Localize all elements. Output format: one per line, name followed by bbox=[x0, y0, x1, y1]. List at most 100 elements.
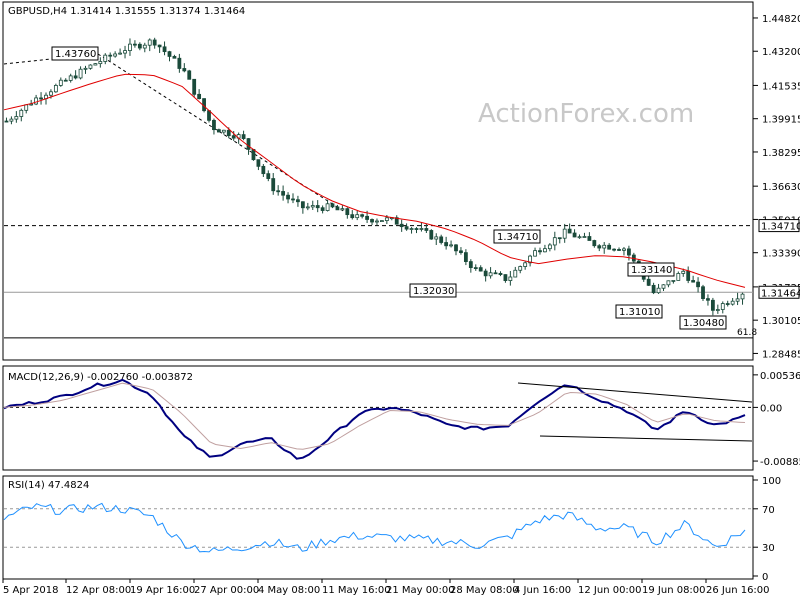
candle-body bbox=[488, 272, 493, 277]
candle-body bbox=[656, 287, 661, 294]
price-tick-label: 1.41535 bbox=[762, 81, 800, 92]
current-price-tag-box bbox=[758, 285, 800, 299]
candle-body bbox=[53, 85, 58, 93]
price-tick-label: 1.39915 bbox=[762, 115, 800, 126]
candle-body bbox=[414, 228, 419, 230]
candle-body bbox=[335, 206, 340, 211]
level-label-text: 1.33140 bbox=[631, 265, 672, 276]
candle-body bbox=[602, 244, 607, 249]
price-tick-label: 1.33390 bbox=[762, 249, 800, 260]
candle-body bbox=[518, 266, 523, 271]
candle-body bbox=[320, 207, 325, 211]
candle-body bbox=[513, 269, 518, 278]
candle-body bbox=[216, 129, 221, 133]
candle-body bbox=[182, 68, 187, 72]
x-tick-label: 11 May 16:00 bbox=[322, 585, 391, 596]
candle-body bbox=[557, 237, 562, 240]
candle-body bbox=[256, 159, 261, 167]
x-tick-label: 12 Apr 08:00 bbox=[66, 585, 131, 596]
level-label-text: 1.31010 bbox=[619, 307, 660, 318]
candle-body bbox=[715, 309, 720, 311]
candle-body bbox=[133, 43, 137, 46]
candle-body bbox=[103, 54, 108, 62]
candle-body bbox=[419, 228, 424, 230]
x-tick-label: 19 Apr 16:00 bbox=[130, 585, 195, 596]
candle-body bbox=[226, 129, 231, 137]
candle-body bbox=[315, 205, 320, 209]
candle-body bbox=[587, 236, 592, 241]
candle-body bbox=[582, 236, 587, 238]
x-tick-label: 19 Jun 08:00 bbox=[642, 585, 706, 596]
candle-body bbox=[123, 50, 127, 54]
candle-body bbox=[399, 223, 404, 228]
candle-body bbox=[627, 248, 631, 256]
candle-body bbox=[543, 248, 547, 253]
candle-body bbox=[221, 129, 226, 133]
candle-body bbox=[424, 228, 429, 231]
candle-body bbox=[330, 203, 335, 208]
candle-body bbox=[113, 53, 118, 57]
candle-body bbox=[380, 220, 384, 222]
candle-body bbox=[676, 273, 681, 281]
candle-body bbox=[291, 198, 295, 201]
level-label-box bbox=[409, 283, 457, 298]
candle-body bbox=[192, 78, 197, 95]
macd-tick-label: -0.008855 bbox=[760, 457, 800, 468]
candle-body bbox=[266, 173, 271, 179]
candle-body bbox=[617, 249, 621, 251]
candle-body bbox=[538, 250, 542, 253]
candle-body bbox=[78, 68, 83, 79]
candle-body bbox=[592, 240, 597, 247]
rsi-layer: 100 70 30 0 bbox=[3, 476, 781, 583]
macd-signal-line bbox=[3, 382, 746, 450]
candle-body bbox=[681, 270, 686, 274]
candle-body bbox=[562, 228, 567, 239]
macd-line bbox=[3, 378, 746, 460]
macd-upper-trendline bbox=[517, 382, 753, 403]
candle-body bbox=[483, 270, 488, 277]
candle-body bbox=[83, 67, 88, 70]
candle-body bbox=[661, 284, 666, 289]
candle-body bbox=[305, 206, 310, 209]
candle-body bbox=[691, 280, 696, 283]
candle-body bbox=[444, 242, 449, 247]
candle-body bbox=[493, 272, 498, 275]
candle-body bbox=[523, 262, 528, 267]
candle-body bbox=[246, 138, 251, 150]
candle-body bbox=[142, 44, 147, 49]
resistance-price-tag-box bbox=[758, 219, 800, 233]
candle-body bbox=[686, 270, 691, 281]
macd-tick-label: 0.005368 bbox=[760, 371, 800, 382]
candle-body bbox=[360, 214, 365, 217]
candle-body bbox=[325, 203, 330, 211]
candle-body bbox=[710, 299, 715, 311]
candle-body bbox=[19, 109, 24, 117]
candle-body bbox=[4, 120, 9, 123]
price-tick-label: 1.38295 bbox=[762, 148, 800, 159]
candle-body bbox=[439, 236, 444, 243]
candle-body bbox=[73, 75, 78, 79]
candle-body bbox=[730, 300, 735, 305]
candle-body bbox=[572, 232, 577, 238]
candle-body bbox=[666, 280, 671, 286]
candle-body bbox=[701, 286, 705, 299]
macd-lower-trendline bbox=[539, 435, 753, 442]
rsi-tick-label: 0 bbox=[762, 572, 768, 583]
candle-body bbox=[508, 276, 513, 281]
candle-body bbox=[597, 245, 602, 249]
price-tick-label: 1.44820 bbox=[762, 14, 800, 25]
candle-body bbox=[454, 244, 458, 252]
candle-body bbox=[271, 178, 276, 192]
price-axis: 1.44820 1.43200 1.41535 1.39915 1.38295 1.366… bbox=[753, 14, 800, 360]
candle-body bbox=[404, 226, 409, 230]
candle-body bbox=[468, 261, 473, 268]
candle-body bbox=[34, 97, 39, 105]
candle-body bbox=[261, 165, 266, 175]
moving-average-line bbox=[3, 73, 746, 288]
candle-body bbox=[345, 208, 350, 216]
candle-body bbox=[241, 134, 246, 139]
candle-body bbox=[671, 280, 676, 282]
